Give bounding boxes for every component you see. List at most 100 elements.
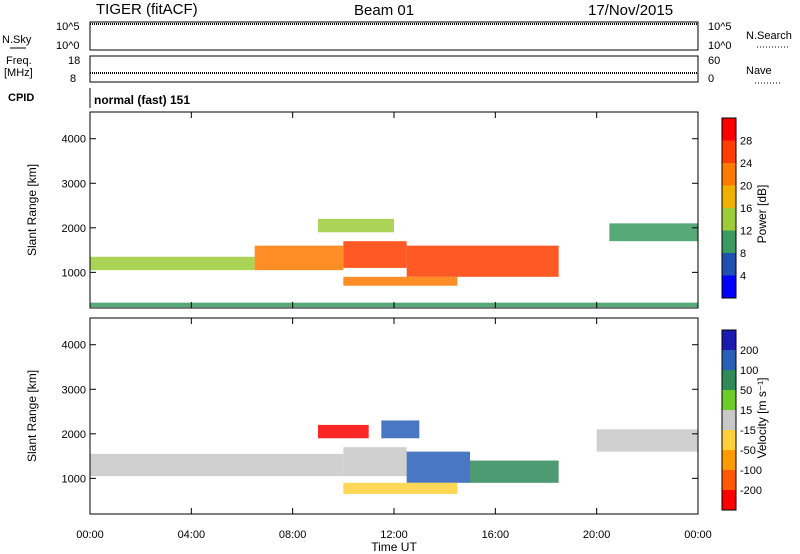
x-tick-label: 08:00 — [279, 529, 307, 541]
cpid-label: CPID — [8, 92, 34, 104]
velocity-colorbar-tick: -50 — [740, 445, 756, 457]
y-tick-label: 1000 — [62, 473, 86, 485]
velocity-colorbar-segment — [722, 490, 736, 511]
nsearch-top-tick: 10^5 — [708, 21, 732, 33]
velocity-colorbar-tick: -100 — [740, 465, 762, 477]
velocity-echo-region — [318, 424, 369, 439]
x-tick-label: 16:00 — [482, 529, 510, 541]
freq-top-tick: 18 — [68, 55, 80, 67]
power-axes: 1000 2000 3000 4000 — [62, 112, 699, 308]
cpid-value: normal (fast) 151 — [94, 93, 190, 107]
freq-label-1: Freq. — [6, 55, 32, 67]
velocity-colorbar-tick: 200 — [740, 345, 758, 357]
nave-label: Nave — [746, 65, 772, 77]
power-colorbar-segment — [722, 275, 736, 299]
velocity-echo-region — [406, 451, 470, 483]
x-tick-label: 20:00 — [583, 529, 611, 541]
power-echo-region — [343, 241, 407, 268]
velocity-colorbar: 200 100 50 15 -15 -50 -100 -200 — [721, 329, 762, 511]
power-echo-region — [318, 218, 394, 233]
nsky-bottom-tick: 10^0 — [56, 40, 80, 52]
cpid-strip: CPID normal (fast) 151 — [8, 88, 190, 108]
date-text: 17/Nov/2015 — [588, 2, 673, 19]
velocity-colorbar-segment — [722, 430, 736, 451]
velocity-colorbar-label: Velocity [m s⁻¹] — [755, 377, 769, 458]
velocity-echo-region — [596, 429, 698, 452]
power-colorbar-tick: 20 — [740, 181, 752, 193]
power-colorbar-tick: 28 — [740, 136, 752, 148]
power-colorbar-tick: 4 — [740, 271, 746, 283]
power-colorbar-segment — [722, 163, 736, 186]
velocity-panel: 1000 2000 3000 4000 Slant Range [km] — [25, 317, 699, 515]
velocity-colorbar-tick: -15 — [740, 425, 756, 437]
beam-text: Beam 01 — [354, 2, 414, 19]
velocity-colorbar-segment — [722, 470, 736, 491]
nsky-top-tick: 10^5 — [56, 21, 80, 33]
velocity-colorbar-tick: 50 — [740, 385, 752, 397]
velocity-colorbar-tick: 15 — [740, 405, 752, 417]
velocity-echo-region — [470, 460, 559, 483]
nsearch-bottom-tick: 10^0 — [708, 40, 732, 52]
power-colorbar-segment — [722, 230, 736, 254]
power-echo-region — [406, 245, 559, 277]
power-echo-region — [90, 256, 255, 271]
nsearch-label: N.Search — [746, 30, 792, 42]
velocity-colorbar-segment — [722, 330, 736, 351]
velocity-axes: 1000 2000 3000 4000 — [62, 318, 699, 514]
velocity-ylabel: Slant Range [km] — [25, 370, 39, 462]
power-colorbar-frame — [721, 117, 737, 299]
velocity-colorbar-segment — [722, 450, 736, 471]
power-colorbar-segment — [722, 208, 736, 231]
velocity-colorbar-frame — [721, 329, 737, 511]
power-heatmap — [90, 218, 698, 308]
nave-bottom-tick: 0 — [708, 73, 714, 85]
velocity-heatmap — [90, 420, 698, 494]
x-tick-label: 04:00 — [178, 529, 206, 541]
x-tick-label: 12:00 — [380, 529, 408, 541]
power-colorbar-segment — [722, 185, 736, 209]
velocity-echo-region — [90, 453, 344, 477]
velocity-colorbar-segment — [722, 350, 736, 371]
y-tick-label: 3000 — [62, 178, 86, 190]
power-echo-region — [343, 276, 458, 286]
power-colorbar-segment — [722, 118, 736, 141]
title-text: TIGER (fitACF) — [96, 1, 198, 18]
nsky-label: N.Sky — [2, 34, 32, 46]
power-colorbar-tick: 8 — [740, 248, 746, 260]
power-colorbar-tick: 16 — [740, 203, 752, 215]
nsky-strip: N.Sky 10^5 10^0 10^5 10^0 N.Search — [2, 21, 792, 52]
y-tick-label: 1000 — [62, 267, 86, 279]
velocity-echo-region — [381, 420, 420, 439]
freq-strip: Freq. [MHz] 18 8 60 0 Nave — [4, 55, 780, 85]
velocity-echo-region — [343, 447, 407, 477]
power-ylabel: Slant Range [km] — [25, 164, 39, 256]
nave-top-tick: 60 — [708, 55, 720, 67]
x-axis-title: Time UT — [371, 540, 417, 554]
y-tick-label: 4000 — [62, 134, 86, 146]
velocity-colorbar-segment — [722, 390, 736, 411]
velocity-colorbar-segment — [722, 370, 736, 391]
x-axis: 00:00 04:00 08:00 12:00 16:00 20:00 00:00 — [76, 529, 712, 541]
x-tick-label: 00:00 — [684, 529, 712, 541]
power-colorbar-segment — [722, 253, 736, 276]
freq-bottom-tick: 8 — [70, 73, 76, 85]
power-colorbar-tick: 24 — [740, 158, 752, 170]
velocity-colorbar-segment — [722, 410, 736, 431]
y-tick-label: 2000 — [62, 429, 86, 441]
freq-label-2: [MHz] — [4, 67, 33, 79]
power-panel: 1000 2000 3000 4000 Slant Range [km] — [25, 111, 699, 309]
power-echo-region — [254, 245, 344, 271]
y-tick-label: 2000 — [62, 223, 86, 235]
velocity-echo-region — [343, 482, 458, 494]
velocity-colorbar-tick: 100 — [740, 365, 758, 377]
x-tick-label: 00:00 — [76, 529, 104, 541]
power-colorbar-tick: 12 — [740, 226, 752, 238]
power-colorbar: 28 24 20 16 12 8 4 — [721, 117, 752, 299]
power-colorbar-label: Power [dB] — [755, 185, 769, 244]
y-tick-label: 3000 — [62, 384, 86, 396]
power-echo-region — [609, 223, 698, 242]
y-tick-label: 4000 — [62, 340, 86, 352]
power-colorbar-segment — [722, 140, 736, 164]
velocity-colorbar-tick: -200 — [740, 485, 762, 497]
